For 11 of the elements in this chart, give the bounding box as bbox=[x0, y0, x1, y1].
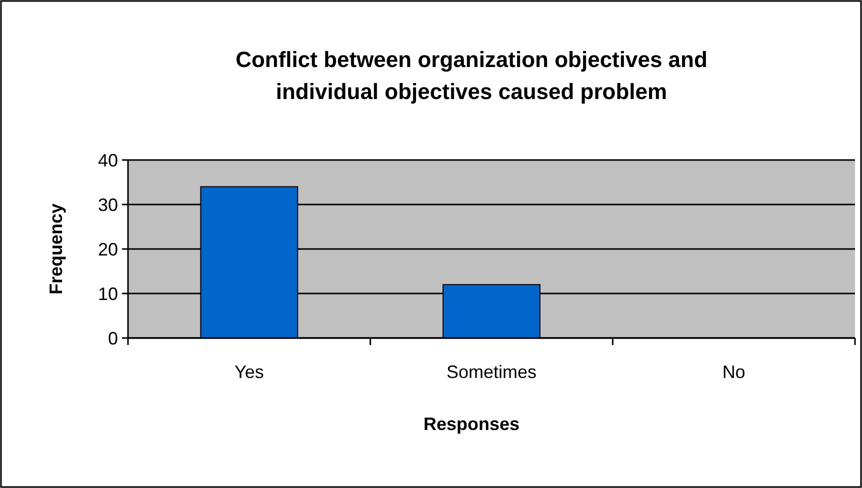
x-axis-title: Responses bbox=[423, 414, 520, 434]
y-tick-label: 30 bbox=[98, 194, 118, 215]
x-tick-label: No bbox=[722, 362, 746, 382]
x-tick-label: Sometimes bbox=[446, 362, 537, 382]
y-tick-label: 40 bbox=[98, 150, 118, 170]
y-tick-label: 0 bbox=[108, 328, 118, 348]
chart-title: Conflict between organization objectives and individual objectives caused problem bbox=[236, 47, 708, 104]
x-tick-label: Yes bbox=[234, 362, 264, 382]
y-tick-label: 10 bbox=[98, 284, 118, 304]
y-tick-label: 20 bbox=[98, 239, 118, 260]
y-axis-title: Frequency bbox=[46, 203, 66, 295]
